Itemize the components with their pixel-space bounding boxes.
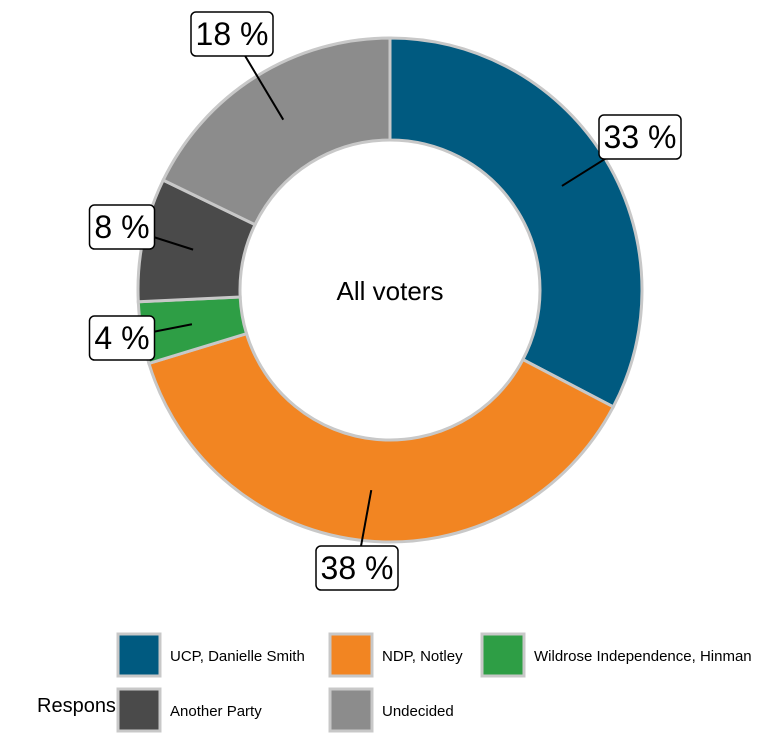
value-label-box-wildrose-independence-hinman	[88, 315, 156, 361]
legend-label-another-party: Another Party	[170, 703, 262, 720]
legend-swatch-another-party	[116, 687, 162, 733]
legend-swatch-undecided	[328, 687, 374, 733]
value-label-another-party: 8 %	[94, 209, 149, 245]
legend-label-wildrose-independence-hinman: Wildrose Independence, Hinman	[534, 648, 752, 665]
slice-undecided	[161, 36, 392, 227]
legend-label-undecided: Undecided	[382, 703, 454, 720]
legend-swatch-ndp-notley	[328, 632, 374, 678]
donut-slices	[136, 36, 644, 544]
value-label-box-another-party	[88, 204, 156, 250]
center-label: All voters	[337, 276, 444, 306]
legend-swatch-ucp-danielle-smith	[116, 632, 162, 678]
value-label-box-ndp-notley	[315, 545, 399, 591]
legend-swatch-wildrose-independence-hinman	[480, 632, 526, 678]
slice-ucp-danielle-smith	[388, 36, 644, 409]
slice-ndp-notley	[147, 331, 616, 544]
legend-label-ndp-notley: NDP, Notley	[382, 648, 463, 665]
value-label-box-ucp-danielle-smith	[598, 114, 682, 160]
legend: Response UCP, Danielle Smith NDP, Notley W…	[37, 632, 752, 733]
value-label-box-undecided	[190, 11, 274, 57]
legend-title: Response	[37, 695, 127, 717]
value-label-ucp-danielle-smith: 33 %	[604, 119, 677, 155]
value-label-wildrose-independence-hinman: 4 %	[94, 320, 149, 356]
value-labels: 33 % 38 % 4 % 8 % 18 %	[88, 11, 682, 591]
value-label-ndp-notley: 38 %	[321, 550, 394, 586]
value-label-undecided: 18 %	[196, 16, 269, 52]
legend-label-ucp-danielle-smith: UCP, Danielle Smith	[170, 648, 305, 665]
